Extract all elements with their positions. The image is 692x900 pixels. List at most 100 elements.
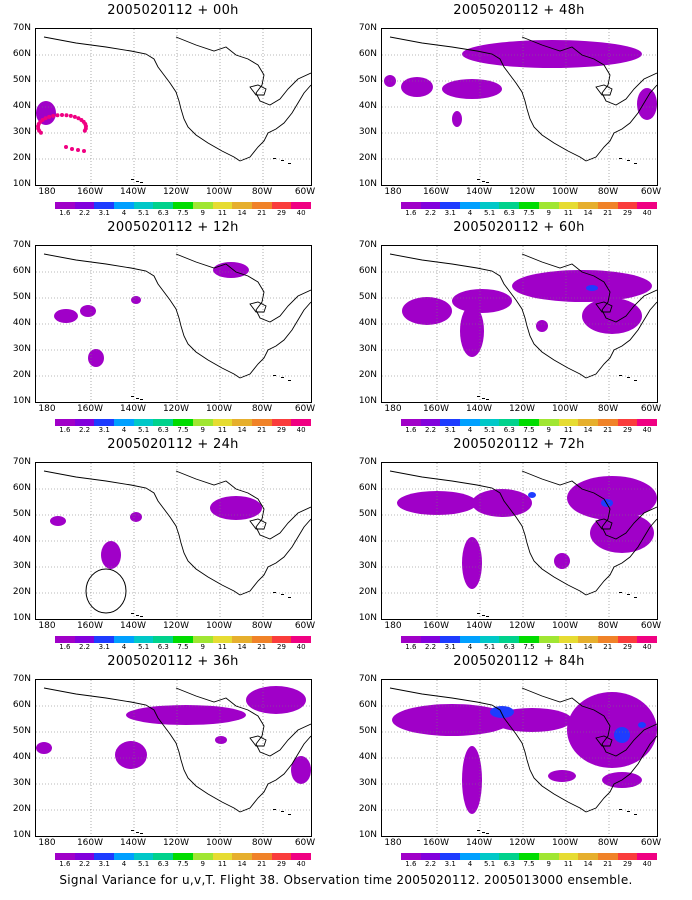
lat-label: 40N: [12, 535, 31, 545]
observation-point: [82, 149, 86, 153]
colorbar-label: 3.1: [98, 209, 110, 217]
colorbar-label: 11: [217, 426, 227, 434]
colorbar-label: 40: [642, 643, 652, 651]
observation-point: [68, 113, 73, 118]
colorbar-label: 6.3: [503, 860, 515, 868]
lat-label: 10N: [358, 396, 377, 406]
coastline: [389, 687, 657, 813]
colorbar-swatch: [440, 419, 461, 426]
observation-point: [72, 114, 77, 119]
observation-point: [79, 117, 84, 122]
lon-label: 160W: [422, 187, 450, 197]
colorbar-label: 1.6: [59, 643, 71, 651]
lon-label: 140W: [465, 838, 493, 848]
variance-contour: [215, 736, 227, 744]
lon-label: 80W: [251, 838, 273, 848]
lon-label: 60W: [640, 404, 662, 414]
lat-label: 20N: [12, 370, 31, 380]
colorbar-label: 6.3: [157, 860, 169, 868]
colorbar-swatch: [440, 202, 461, 209]
variance-contour: [582, 298, 642, 334]
variance-contour: [54, 309, 78, 323]
colorbar-label: 9: [200, 643, 205, 651]
colorbar-label: 21: [257, 643, 267, 651]
variance-contour: [126, 705, 246, 725]
colorbar-swatch: [114, 853, 134, 860]
variance-contour: [291, 756, 311, 784]
colorbar-label: 1.6: [405, 426, 417, 434]
lon-label: 160W: [76, 404, 104, 414]
colorbar-label: 11: [217, 209, 227, 217]
island: [482, 832, 485, 833]
colorbar-swatch: [192, 202, 213, 209]
lon-label: 180: [384, 838, 402, 848]
panel-title: 2005020112 + 84h: [453, 654, 585, 669]
colorbar-label: 6.3: [157, 209, 169, 217]
colorbar: [55, 636, 311, 643]
lon-label: 160W: [76, 621, 104, 631]
colorbar: [55, 419, 311, 426]
island: [140, 182, 143, 183]
lon-label: 100W: [551, 838, 579, 848]
colorbar-swatch: [212, 202, 233, 209]
colorbar-swatch: [74, 419, 95, 426]
colorbar-label: 6.3: [503, 426, 515, 434]
colorbar-swatch: [479, 202, 500, 209]
variance-contour: [460, 305, 484, 357]
colorbar-swatch: [133, 202, 154, 209]
colorbar-label: 9: [546, 643, 551, 651]
colorbar-label: 9: [200, 860, 205, 868]
colorbar-swatch: [538, 202, 559, 209]
colorbar-swatch: [114, 202, 134, 209]
colorbar-label: 4: [121, 860, 127, 868]
map-panel-p00: 2005020112 + 00h 70N 60N 50N 40N 30N 20N 10N 180…: [0, 0, 346, 217]
colorbar-swatch: [519, 202, 539, 209]
map-plot: [35, 28, 312, 186]
observation-point: [47, 114, 52, 119]
variance-contour: [88, 349, 104, 367]
colorbar-swatch: [212, 636, 233, 643]
colorbar-labels: 1.6 2.2 3.1 4 5.1 6.3 7.5 9 11 14 21 29 40: [55, 426, 311, 435]
colorbar-swatch: [251, 636, 272, 643]
colorbar-swatch: [55, 202, 75, 209]
colorbar-label: 7.5: [177, 209, 189, 217]
lat-label: 40N: [358, 535, 377, 545]
colorbar-swatch: [192, 419, 213, 426]
colorbar-swatch: [479, 853, 500, 860]
colorbar-label: 21: [257, 426, 267, 434]
map-plot: [381, 462, 658, 620]
colorbar-label: 40: [642, 860, 652, 868]
colorbar-label: 29: [622, 860, 632, 868]
lat-label: 50N: [12, 75, 31, 85]
colorbar-label: 5.1: [138, 860, 150, 868]
island: [273, 158, 276, 159]
lat-label: 50N: [358, 75, 377, 85]
island: [486, 833, 489, 834]
variance-core: [528, 492, 536, 498]
lat-label: 40N: [12, 752, 31, 762]
lat-label: 70N: [12, 674, 31, 684]
colorbar-label: 21: [603, 860, 613, 868]
lat-label: 60N: [12, 49, 31, 59]
colorbar-swatch: [479, 419, 500, 426]
coastline: [175, 36, 311, 106]
lat-label: 10N: [358, 613, 377, 623]
colorbar-label: 7.5: [523, 426, 535, 434]
colorbar-label: 14: [583, 209, 593, 217]
island: [273, 809, 276, 810]
lat-label: 20N: [12, 153, 31, 163]
variance-contour: [131, 296, 141, 304]
variance-contour: [637, 88, 657, 120]
colorbar-label: 40: [296, 860, 306, 868]
map-panel-p24: 2005020112 + 24h 70N 60N 50N 40N 30N 20N 10N 180…: [0, 434, 346, 651]
lat-label: 30N: [12, 344, 31, 354]
colorbar-swatch: [440, 853, 461, 860]
variance-contour: [246, 686, 306, 714]
colorbar-label: 4: [467, 426, 473, 434]
panel-title: 2005020112 + 48h: [453, 3, 585, 18]
variance-contour: [567, 476, 657, 520]
colorbar-swatch: [597, 636, 618, 643]
colorbar-swatch: [420, 636, 441, 643]
figure-caption: Signal Variance for u,v,T. Flight 38. Ob…: [59, 873, 633, 887]
colorbar-label: 4: [467, 643, 473, 651]
